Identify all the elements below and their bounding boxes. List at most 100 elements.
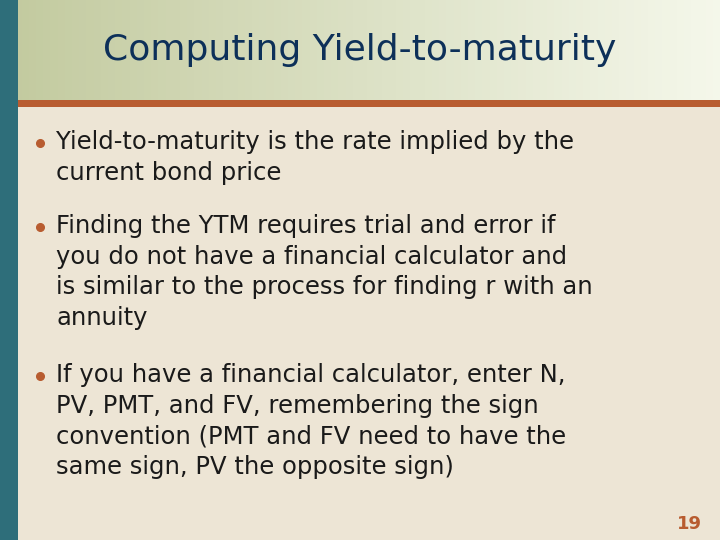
- Bar: [180, 0, 188, 100]
- Bar: [338, 0, 346, 100]
- Bar: [418, 0, 426, 100]
- Bar: [302, 0, 310, 100]
- Bar: [367, 0, 375, 100]
- Bar: [122, 0, 130, 100]
- Bar: [0, 0, 8, 100]
- Bar: [562, 0, 570, 100]
- Bar: [619, 0, 627, 100]
- Bar: [144, 0, 152, 100]
- Bar: [648, 0, 656, 100]
- Bar: [432, 0, 440, 100]
- Bar: [691, 0, 699, 100]
- Bar: [187, 0, 195, 100]
- Bar: [137, 0, 145, 100]
- Bar: [230, 0, 238, 100]
- Bar: [468, 0, 476, 100]
- Bar: [410, 0, 418, 100]
- Bar: [288, 0, 296, 100]
- Bar: [425, 0, 433, 100]
- Bar: [259, 0, 267, 100]
- Bar: [14, 0, 22, 100]
- Bar: [202, 0, 210, 100]
- Bar: [209, 0, 217, 100]
- Bar: [590, 0, 598, 100]
- Bar: [612, 0, 620, 100]
- Bar: [713, 0, 720, 100]
- Bar: [662, 0, 670, 100]
- Bar: [158, 0, 166, 100]
- Bar: [583, 0, 591, 100]
- Bar: [526, 0, 534, 100]
- Bar: [518, 0, 526, 100]
- Bar: [684, 0, 692, 100]
- Bar: [655, 0, 663, 100]
- Bar: [677, 0, 685, 100]
- Bar: [554, 0, 562, 100]
- Bar: [454, 0, 462, 100]
- Bar: [698, 0, 706, 100]
- Text: Computing Yield-to-maturity: Computing Yield-to-maturity: [103, 33, 617, 67]
- Bar: [194, 0, 202, 100]
- Bar: [238, 0, 246, 100]
- Text: Finding the YTM requires trial and error if
you do not have a financial calculat: Finding the YTM requires trial and error…: [56, 214, 593, 330]
- Bar: [331, 0, 339, 100]
- Bar: [58, 0, 66, 100]
- Bar: [576, 0, 584, 100]
- Bar: [482, 0, 490, 100]
- Bar: [598, 0, 606, 100]
- Bar: [50, 0, 58, 100]
- Bar: [605, 0, 613, 100]
- Bar: [101, 0, 109, 100]
- Text: If you have a financial calculator, enter N,
PV, PMT, and FV, remembering the si: If you have a financial calculator, ente…: [56, 363, 566, 479]
- Text: Yield-to-maturity is the rate implied by the
current bond price: Yield-to-maturity is the rate implied by…: [56, 130, 574, 185]
- Bar: [504, 0, 512, 100]
- Bar: [324, 0, 332, 100]
- Bar: [0, 107, 720, 540]
- Bar: [360, 0, 368, 100]
- Bar: [22, 0, 30, 100]
- Bar: [252, 0, 260, 100]
- Bar: [446, 0, 454, 100]
- Text: 19: 19: [677, 515, 702, 533]
- Bar: [475, 0, 483, 100]
- Bar: [223, 0, 231, 100]
- Bar: [569, 0, 577, 100]
- Bar: [389, 0, 397, 100]
- Bar: [490, 0, 498, 100]
- Bar: [151, 0, 159, 100]
- Bar: [36, 0, 44, 100]
- Bar: [346, 0, 354, 100]
- Bar: [166, 0, 174, 100]
- Bar: [86, 0, 94, 100]
- Bar: [7, 0, 15, 100]
- Bar: [43, 0, 51, 100]
- Bar: [540, 0, 548, 100]
- Bar: [281, 0, 289, 100]
- Bar: [0, 0, 18, 540]
- Bar: [382, 0, 390, 100]
- Bar: [439, 0, 447, 100]
- Bar: [79, 0, 87, 100]
- Bar: [511, 0, 519, 100]
- Bar: [403, 0, 411, 100]
- Bar: [72, 0, 80, 100]
- Bar: [274, 0, 282, 100]
- Bar: [108, 0, 116, 100]
- Bar: [29, 0, 37, 100]
- Bar: [266, 0, 274, 100]
- Bar: [245, 0, 253, 100]
- Bar: [18, 100, 720, 107]
- Bar: [497, 0, 505, 100]
- Bar: [317, 0, 325, 100]
- Bar: [310, 0, 318, 100]
- Bar: [353, 0, 361, 100]
- Bar: [626, 0, 634, 100]
- Bar: [461, 0, 469, 100]
- Bar: [533, 0, 541, 100]
- Bar: [670, 0, 678, 100]
- Bar: [94, 0, 102, 100]
- Bar: [130, 0, 138, 100]
- Bar: [173, 0, 181, 100]
- Bar: [65, 0, 73, 100]
- Bar: [634, 0, 642, 100]
